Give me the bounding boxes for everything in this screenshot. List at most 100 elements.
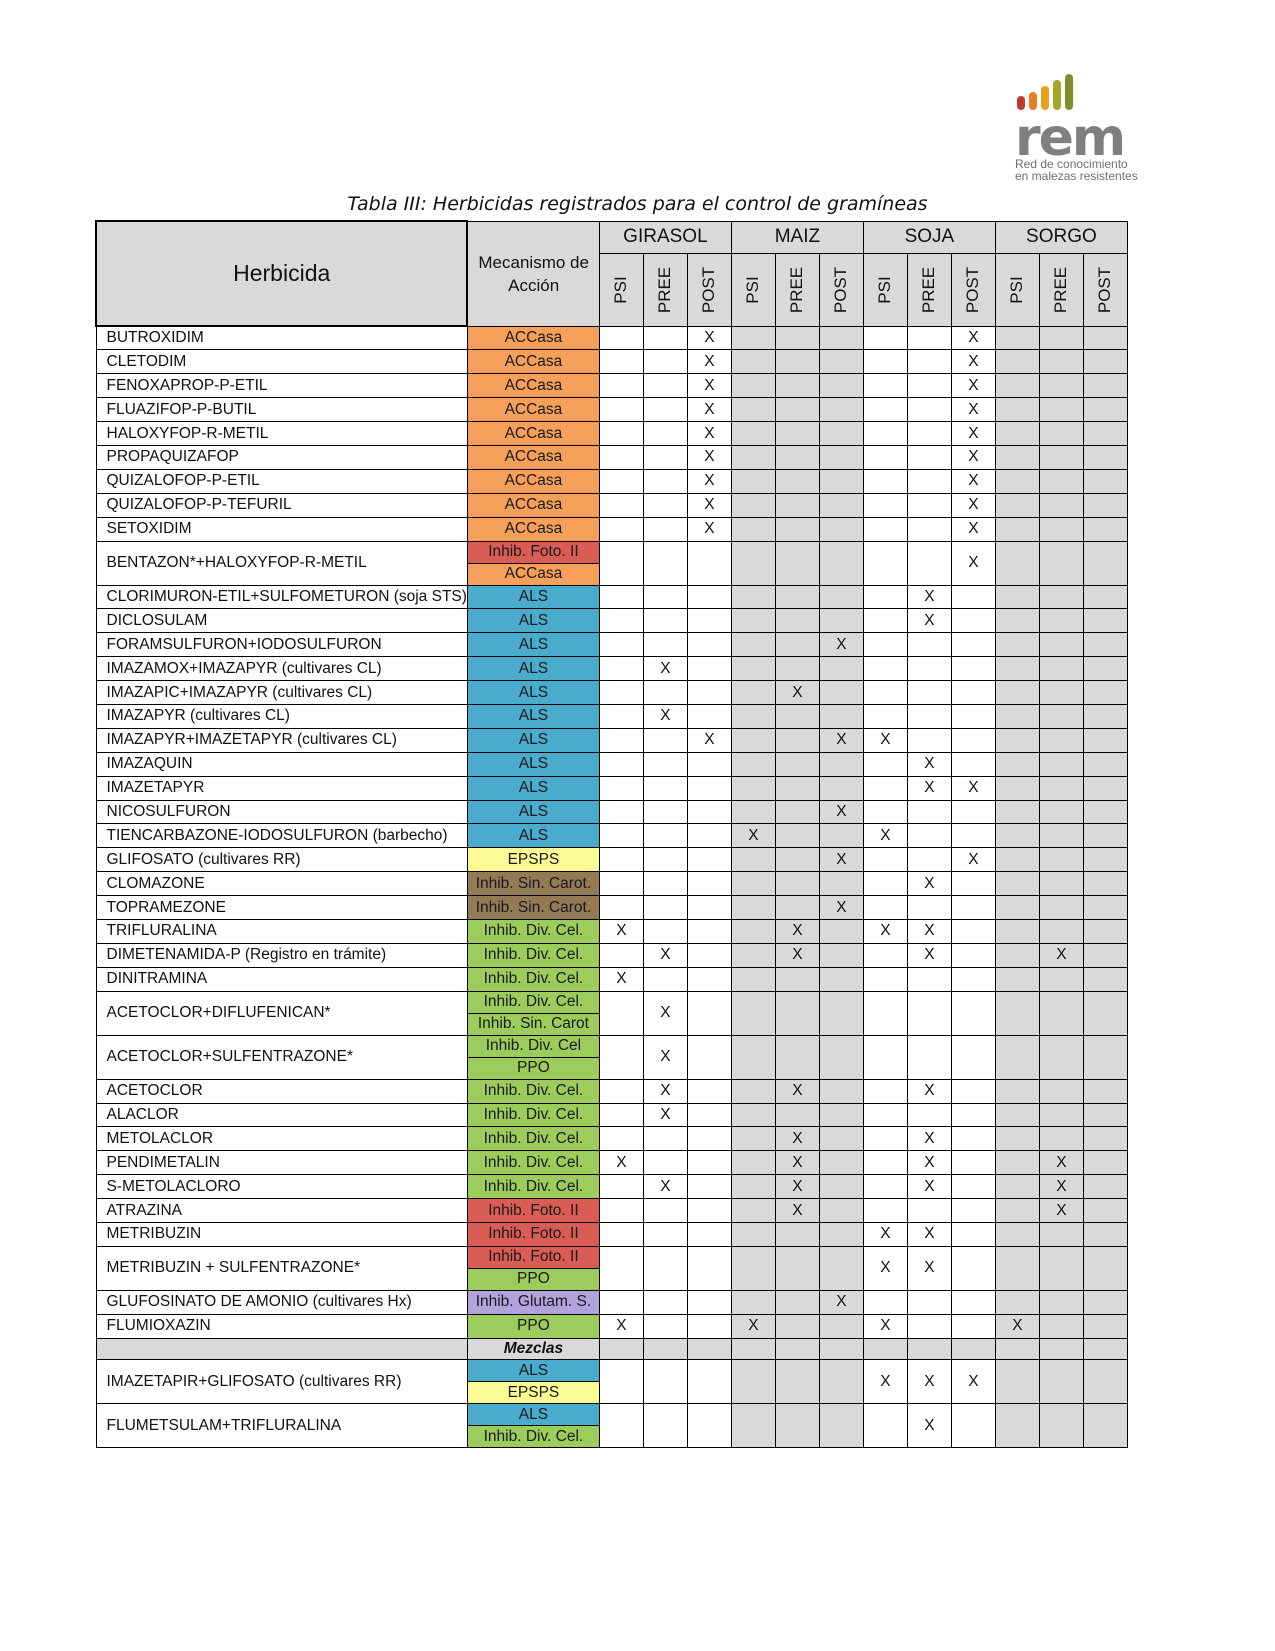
mark-cell: X [906,775,952,801]
table-row: IMAZAMOX+IMAZAPYR (cultivares CL) ALS X [95,656,1128,682]
mark-cell [994,1245,1040,1291]
herbicide-name: CLOMAZONE [95,871,468,897]
mark-cell [862,1126,908,1152]
mark-cell [906,540,952,586]
mark-cell: X [818,1289,864,1315]
mark-cell: X [950,373,996,399]
mechanism-cell: Inhib. Div. Cel. [466,942,600,968]
mark-cell [994,871,1040,897]
mark-cell [906,397,952,423]
mark-cell [642,373,688,399]
mark-cell [1038,727,1084,753]
mark-cell [1082,468,1128,494]
mark-cell [906,656,952,682]
mark-cell [906,516,952,542]
mark-cell [1082,516,1128,542]
mark-cell [818,1102,864,1128]
mark-cell [774,727,820,753]
mark-cell [1082,444,1128,470]
mark-cell [950,680,996,705]
header-girasol-psi: PSI [598,252,644,327]
mark-cell [862,632,908,658]
mechanism-label: Inhib. Div. Cel. [468,992,599,1013]
header-sorgo: SORGO [994,220,1128,254]
mark-cell [774,397,820,423]
mark-cell [950,942,996,968]
mark-cell: X [818,895,864,920]
mark-cell [598,349,644,375]
mark-cell [642,1313,688,1339]
mark-cell [774,895,820,920]
mark-cell [950,703,996,729]
mark-cell [950,584,996,610]
mechanism-cell: Inhib. Div. Cel. [466,1078,600,1104]
mark-cell [950,1126,996,1152]
table-row: METOLACLOR Inhib. Div. Cel. X X [95,1126,1128,1152]
mechanism-cell: Mezclas [466,1337,600,1361]
mark-cell [598,775,644,801]
mark-cell [730,942,776,968]
mark-cell: X [950,540,996,586]
mark-cell [1038,1078,1084,1104]
mark-cell [598,680,644,705]
mark-cell [1038,540,1084,586]
mark-cell [686,847,732,873]
mark-cell [994,444,1040,470]
mark-cell [862,421,908,446]
mark-cell [950,1313,996,1339]
mark-cell [862,468,908,494]
mark-cell [1082,1245,1128,1291]
mark-cell [1038,421,1084,446]
mark-cell [598,990,644,1036]
mark-cell: X [686,325,732,351]
mechanism-cell: Inhib. Sin. Carot. [466,895,600,920]
mark-cell [1038,990,1084,1036]
mark-cell [1082,1403,1128,1449]
mark-cell: X [818,727,864,753]
herbicide-name: TOPRAMEZONE [95,895,468,920]
mark-cell: X [862,1313,908,1339]
header-sub-label: POST [963,266,983,313]
mark-cell [862,349,908,375]
mark-cell: X [906,942,952,968]
mark-cell [818,1313,864,1339]
mark-cell [642,895,688,920]
mark-cell [818,1126,864,1152]
mark-cell [994,727,1040,753]
mark-cell [950,1174,996,1200]
mark-cell [862,942,908,968]
mark-cell [994,468,1040,494]
header-sub-label: POST [831,266,851,313]
mark-cell [686,1078,732,1104]
mark-cell: X [774,942,820,968]
mark-cell [1082,656,1128,682]
mark-cell [598,1078,644,1104]
mark-cell [994,1222,1040,1247]
mark-cell [906,1102,952,1128]
mark-cell [686,1313,732,1339]
herbicide-name: QUIZALOFOP-P-ETIL [95,468,468,494]
mark-cell [686,1289,732,1315]
mark-cell [686,823,732,849]
mezclas-separator-row: Mezclas [95,1337,1128,1361]
herbicide-name: METRIBUZIN + SULFENTRAZONE* [95,1245,468,1291]
mark-cell [862,990,908,1036]
mark-cell [774,1222,820,1247]
mark-cell [686,1222,732,1247]
herbicide-name: ALACLOR [95,1102,468,1128]
mark-cell [818,421,864,446]
table-row: CLOMAZONE Inhib. Sin. Carot. X [95,871,1128,897]
mark-cell [1038,325,1084,351]
mark-cell [818,325,864,351]
mark-cell [642,540,688,586]
mark-cell [1082,421,1128,446]
logo-bar [1017,96,1025,110]
mark-cell [818,1034,864,1080]
mark-cell [730,444,776,470]
mark-cell [994,584,1040,610]
herbicide-name: PENDIMETALIN [95,1150,468,1176]
mark-cell: X [598,966,644,992]
mark-cell [950,1198,996,1223]
mark-cell: X [950,444,996,470]
mark-cell [1082,1289,1128,1315]
